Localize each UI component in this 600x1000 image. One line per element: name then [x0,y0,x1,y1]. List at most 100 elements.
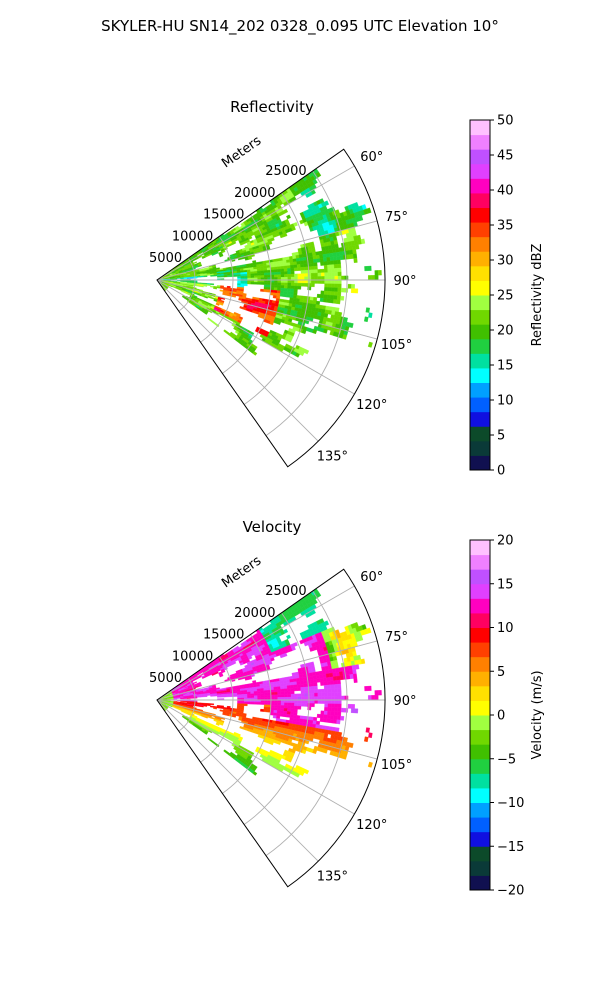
velocity-cell [347,704,352,709]
velocity-cell [304,703,309,707]
reflectivity-cell [200,275,205,278]
reflectivity-cell [296,264,301,268]
velocity-cell [311,699,315,704]
velocity-cell [286,685,291,689]
reflectivity-cell [368,312,373,319]
velocity-cell [283,691,288,695]
velocity-cell [330,707,335,712]
reflectivity-cell [334,279,339,285]
velocity-cell [365,727,370,733]
reflectivity-cell [324,287,328,292]
velocity-colorbar-tick-label: −20 [497,884,524,899]
reflectivity-cell [301,329,307,335]
reflectivity-colorbar-tick-label: 45 [497,149,514,164]
reflectivity-cell [330,264,335,269]
reflectivity-cell [173,278,178,280]
reflectivity-cell [252,351,258,356]
velocity-cell [294,693,298,698]
velocity-cell [250,691,255,695]
reflectivity-colorbar-band [470,265,490,281]
reflectivity-cell [294,273,298,278]
velocity-cell [193,697,198,699]
velocity-cell [377,690,382,696]
velocity-cell [280,685,285,690]
reflectivity-cell [247,275,252,279]
reflectivity-cell [243,281,248,285]
velocity-cell [264,702,268,705]
velocity-cell [253,695,258,699]
velocity-cell [337,683,342,689]
reflectivity-cell [263,270,268,274]
reflectivity-cell [237,276,241,279]
velocity-cell [333,659,339,665]
velocity-cell [284,694,288,698]
reflectivity-cell [257,273,262,276]
velocity-cell [289,681,294,686]
reflectivity-cell [290,288,295,293]
reflectivity-cell [280,265,285,270]
reflectivity-cell [219,289,224,292]
reflectivity-cell [313,265,318,270]
reflectivity-cell [293,288,298,293]
velocity-cell [310,692,315,697]
velocity-cell [321,696,325,701]
velocity-cell [283,705,288,709]
velocity-cell [290,693,295,698]
velocity-cell [333,711,338,716]
reflectivity-grid [156,165,385,442]
reflectivity-cell [333,299,338,304]
velocity-cell [297,699,302,704]
reflectivity-cell [317,276,322,281]
velocity-cell [304,693,309,697]
velocity-cell [243,695,248,699]
reflectivity-cell [313,296,318,302]
velocity-cell [260,702,265,705]
velocity-cell [356,654,362,661]
reflectivity-cell [297,276,302,281]
reflectivity-cell [196,276,201,278]
velocity-cell [283,708,288,712]
reflectivity-cell [264,282,268,285]
velocity-cell [320,714,325,719]
velocity-cell [367,761,373,768]
velocity-cell [290,684,295,689]
velocity-cell [331,695,335,701]
reflectivity-cell [286,265,291,269]
reflectivity-cell [337,275,342,281]
reflectivity-cell [267,241,273,245]
velocity-cell [243,693,248,697]
reflectivity-r-axis-label: Meters [219,133,264,171]
velocity-colorbar-tick-label: 15 [497,577,514,592]
velocity-cell [277,707,281,711]
velocity-cell [274,694,278,698]
velocity-cell [250,693,255,697]
velocity-cell [283,713,288,718]
velocity-cell [317,689,322,694]
reflectivity-cell [371,275,376,281]
reflectivity-cell [220,275,225,278]
velocity-colorbar-band [470,860,490,876]
velocity-cell [260,690,265,694]
velocity-cell [247,695,252,699]
reflectivity-cell [317,269,322,274]
reflectivity-cell [284,274,288,278]
velocity-cell [260,708,265,712]
reflectivity-colorbar-band [470,163,490,179]
reflectivity-cell [217,275,221,278]
velocity-cell [279,683,284,687]
velocity-cell [210,716,215,720]
reflectivity-cell [326,257,331,262]
velocity-cell [323,681,328,686]
reflectivity-cell [320,294,325,299]
reflectivity-colorbar-tick-label: 20 [497,324,514,339]
velocity-cell [292,678,297,683]
velocity-colorbar-band [470,612,490,628]
velocity-cell [267,702,272,706]
velocity-cell [303,683,308,688]
velocity-colorbar-band [470,700,490,716]
reflectivity-cell [283,293,288,298]
velocity-cell [276,683,281,688]
reflectivity-colorbar-band [470,397,490,413]
reflectivity-cell [294,282,298,287]
reflectivity-cell [282,232,288,238]
